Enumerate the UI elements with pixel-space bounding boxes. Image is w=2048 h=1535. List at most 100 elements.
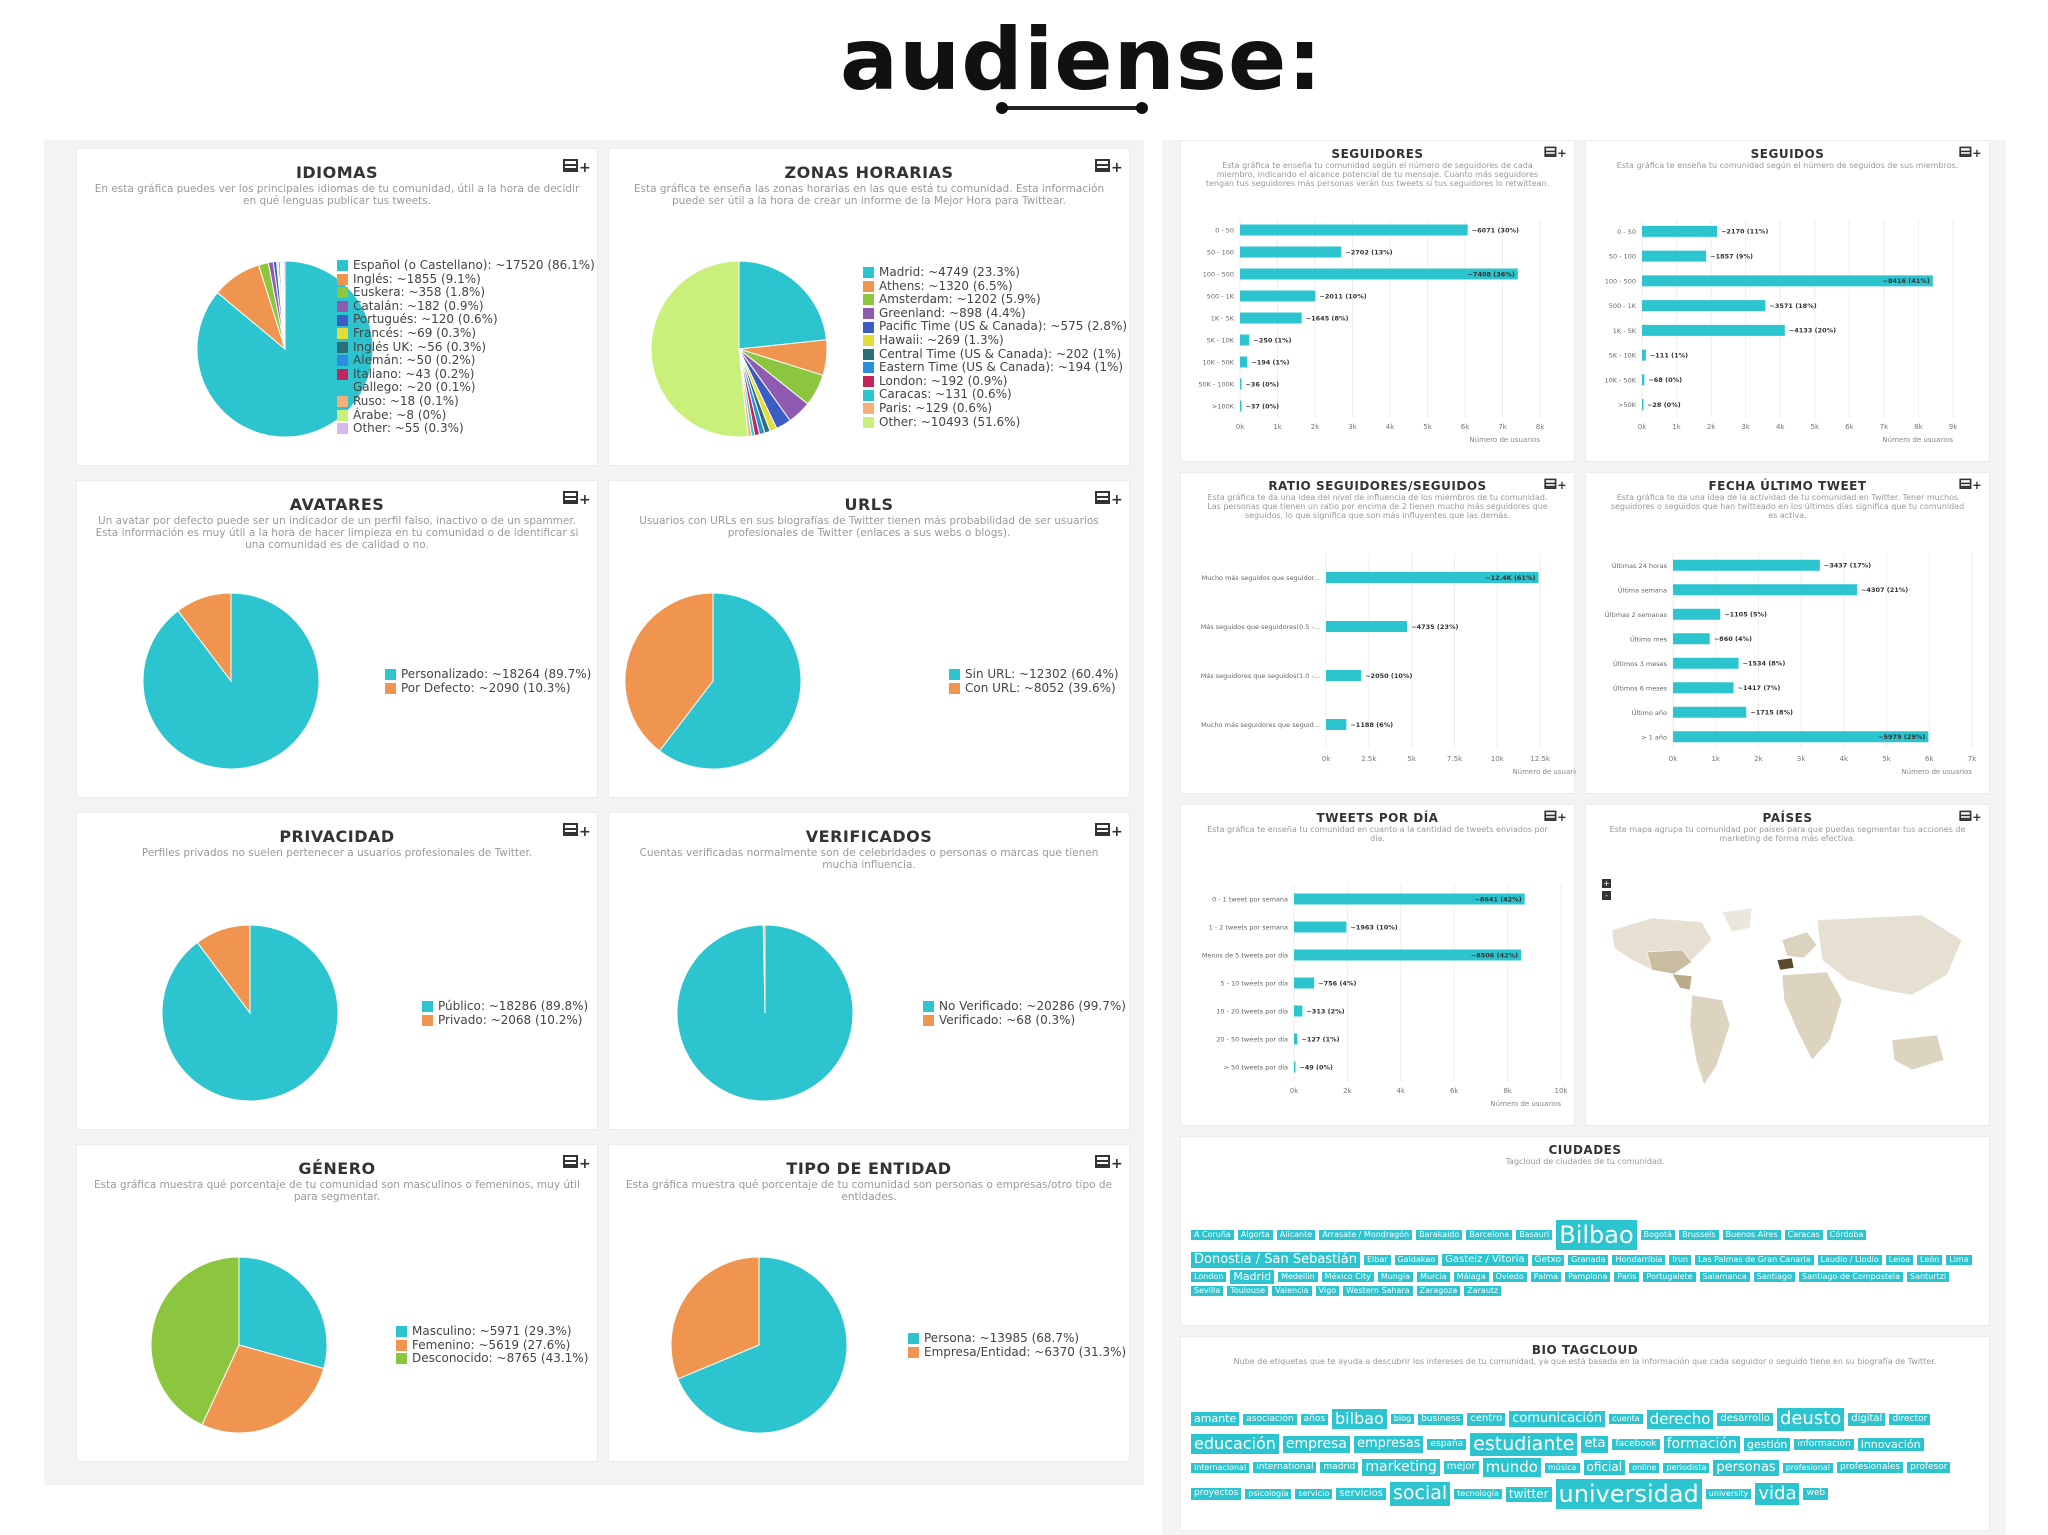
tag[interactable]: Gasteiz / Vitoria (1442, 1253, 1528, 1267)
legend-item[interactable]: Alemán: ~50 (0.2%) (337, 354, 595, 368)
legend-item[interactable]: Caracas: ~131 (0.6%) (863, 388, 1127, 402)
legend-item[interactable]: Inglés UK: ~56 (0.3%) (337, 340, 595, 355)
pie-slice[interactable] (282, 260, 286, 350)
export-icon[interactable]: + (1959, 478, 1982, 491)
bar[interactable] (1294, 949, 1522, 961)
legend-item[interactable]: Árabe: ~8 (0%) (337, 408, 595, 423)
legend-item[interactable]: Verificado: ~68 (0.3%) (923, 1013, 1126, 1028)
export-icon[interactable]: + (1095, 823, 1123, 839)
tag[interactable]: Irun (1669, 1255, 1692, 1266)
bar[interactable] (1326, 572, 1539, 583)
export-icon[interactable]: + (1095, 159, 1123, 175)
tag[interactable]: Zarautz (1464, 1286, 1502, 1296)
tag[interactable]: Salamanca (1699, 1272, 1750, 1283)
legend-item[interactable]: Eastern Time (US & Canada): ~194 (1%) (863, 361, 1127, 375)
tag[interactable]: servicio (1295, 1489, 1333, 1499)
legend-item[interactable]: Sin URL: ~12302 (60.4%) (949, 667, 1119, 682)
bar[interactable] (1642, 225, 1717, 237)
export-icon[interactable]: + (563, 1155, 591, 1171)
legend-item[interactable]: Personalizado: ~18264 (89.7%) (385, 667, 591, 682)
bar[interactable] (1326, 621, 1408, 632)
tag[interactable]: Santurtzi (1907, 1272, 1950, 1283)
tag[interactable]: director (1889, 1413, 1931, 1425)
bar[interactable] (1642, 399, 1644, 411)
bar[interactable] (1673, 608, 1721, 620)
pie-slice[interactable] (677, 1256, 848, 1434)
bar[interactable] (1294, 1005, 1303, 1017)
bar[interactable] (1240, 312, 1302, 324)
legend-item[interactable]: Francés: ~69 (0.3%) (337, 326, 595, 341)
bar[interactable] (1673, 584, 1857, 596)
bar[interactable] (1240, 246, 1342, 258)
tag[interactable]: Bilbao (1556, 1220, 1637, 1250)
bar[interactable] (1673, 559, 1820, 571)
map-region-australia[interactable] (1891, 1034, 1945, 1071)
tag[interactable]: digital (1848, 1413, 1886, 1426)
export-icon[interactable]: + (1095, 1155, 1123, 1171)
tag[interactable]: psicología (1245, 1489, 1292, 1499)
bar[interactable] (1642, 300, 1766, 312)
map-region-usa[interactable] (1646, 949, 1693, 975)
pie-slice[interactable] (650, 260, 749, 438)
tag[interactable]: comunicación (1509, 1411, 1606, 1428)
map-zoom-out-button[interactable]: - (1602, 891, 1611, 900)
map-region-mexico[interactable] (1671, 973, 1693, 991)
tag[interactable]: Granada (1568, 1255, 1609, 1266)
tag[interactable]: Brussels (1679, 1230, 1719, 1240)
legend-item[interactable]: Pacific Time (US & Canada): ~575 (2.8%) (863, 320, 1127, 334)
tag[interactable]: asociación (1243, 1413, 1297, 1425)
tag[interactable]: proyectos (1191, 1488, 1242, 1500)
tag[interactable]: Pamplona (1565, 1272, 1611, 1283)
tag[interactable]: estudiante (1470, 1432, 1578, 1457)
legend-item[interactable]: Con URL: ~8052 (39.6%) (949, 681, 1119, 696)
map-region-asia[interactable] (1816, 914, 1963, 996)
bar[interactable] (1240, 400, 1242, 412)
tag[interactable]: derecho (1646, 1409, 1714, 1429)
tag[interactable]: madrid (1320, 1462, 1359, 1474)
bar[interactable] (1294, 1033, 1298, 1045)
tag[interactable]: deusto (1776, 1408, 1845, 1431)
bar[interactable] (1240, 378, 1242, 390)
bar[interactable] (1673, 657, 1739, 669)
tag[interactable]: servicios (1336, 1487, 1386, 1501)
tag[interactable]: Western Sahara (1343, 1286, 1413, 1296)
tag[interactable]: Lima (1946, 1255, 1972, 1266)
tag[interactable]: empresa (1282, 1435, 1350, 1454)
tag[interactable]: Córdoba (1826, 1230, 1867, 1240)
tag[interactable]: amante (1191, 1412, 1240, 1427)
tag[interactable]: Zaragoza (1416, 1286, 1461, 1296)
legend-item[interactable]: Italiano: ~43 (0.2%) (337, 367, 595, 382)
tag[interactable]: Las Palmas de Gran Canaria (1695, 1255, 1814, 1266)
export-icon[interactable]: + (1959, 810, 1982, 823)
map-region-greenland[interactable] (1721, 907, 1753, 933)
tag[interactable]: business (1418, 1413, 1464, 1425)
export-icon[interactable]: + (1544, 810, 1567, 823)
bar[interactable] (1326, 670, 1362, 681)
pie-slice[interactable] (196, 260, 374, 438)
tag[interactable]: twitter (1505, 1486, 1552, 1502)
export-icon[interactable]: + (563, 159, 591, 175)
bar[interactable] (1240, 356, 1248, 368)
legend-item[interactable]: Inglés: ~1855 (9.1%) (337, 272, 595, 287)
bar[interactable] (1673, 633, 1710, 645)
legend-item[interactable]: Central Time (US & Canada): ~202 (1%) (863, 347, 1127, 362)
tag[interactable]: Vigo (1315, 1286, 1340, 1296)
tag[interactable]: vida (1755, 1482, 1800, 1506)
tag[interactable]: facebook (1612, 1438, 1660, 1450)
legend-item[interactable]: Por Defecto: ~2090 (10.3%) (385, 681, 591, 696)
legend-item[interactable]: No Verificado: ~20286 (99.7%) (923, 999, 1126, 1014)
pie-slice[interactable] (150, 1256, 240, 1426)
tag[interactable]: profesional (1782, 1462, 1834, 1473)
export-icon[interactable]: + (563, 823, 591, 839)
tag[interactable]: información (1794, 1438, 1854, 1450)
tag[interactable]: españa (1427, 1438, 1467, 1450)
bar[interactable] (1326, 719, 1347, 730)
tag[interactable]: profesionales (1837, 1462, 1904, 1474)
pie-slice[interactable] (201, 1344, 325, 1434)
tag[interactable]: personas (1713, 1459, 1779, 1476)
pie-slice[interactable] (762, 924, 766, 1014)
pie-slice[interactable] (177, 592, 232, 683)
tag[interactable]: cuenta (1609, 1414, 1643, 1425)
legend-item[interactable]: Amsterdam: ~1202 (5.9%) (863, 293, 1127, 307)
tag[interactable]: educación (1191, 1434, 1279, 1455)
